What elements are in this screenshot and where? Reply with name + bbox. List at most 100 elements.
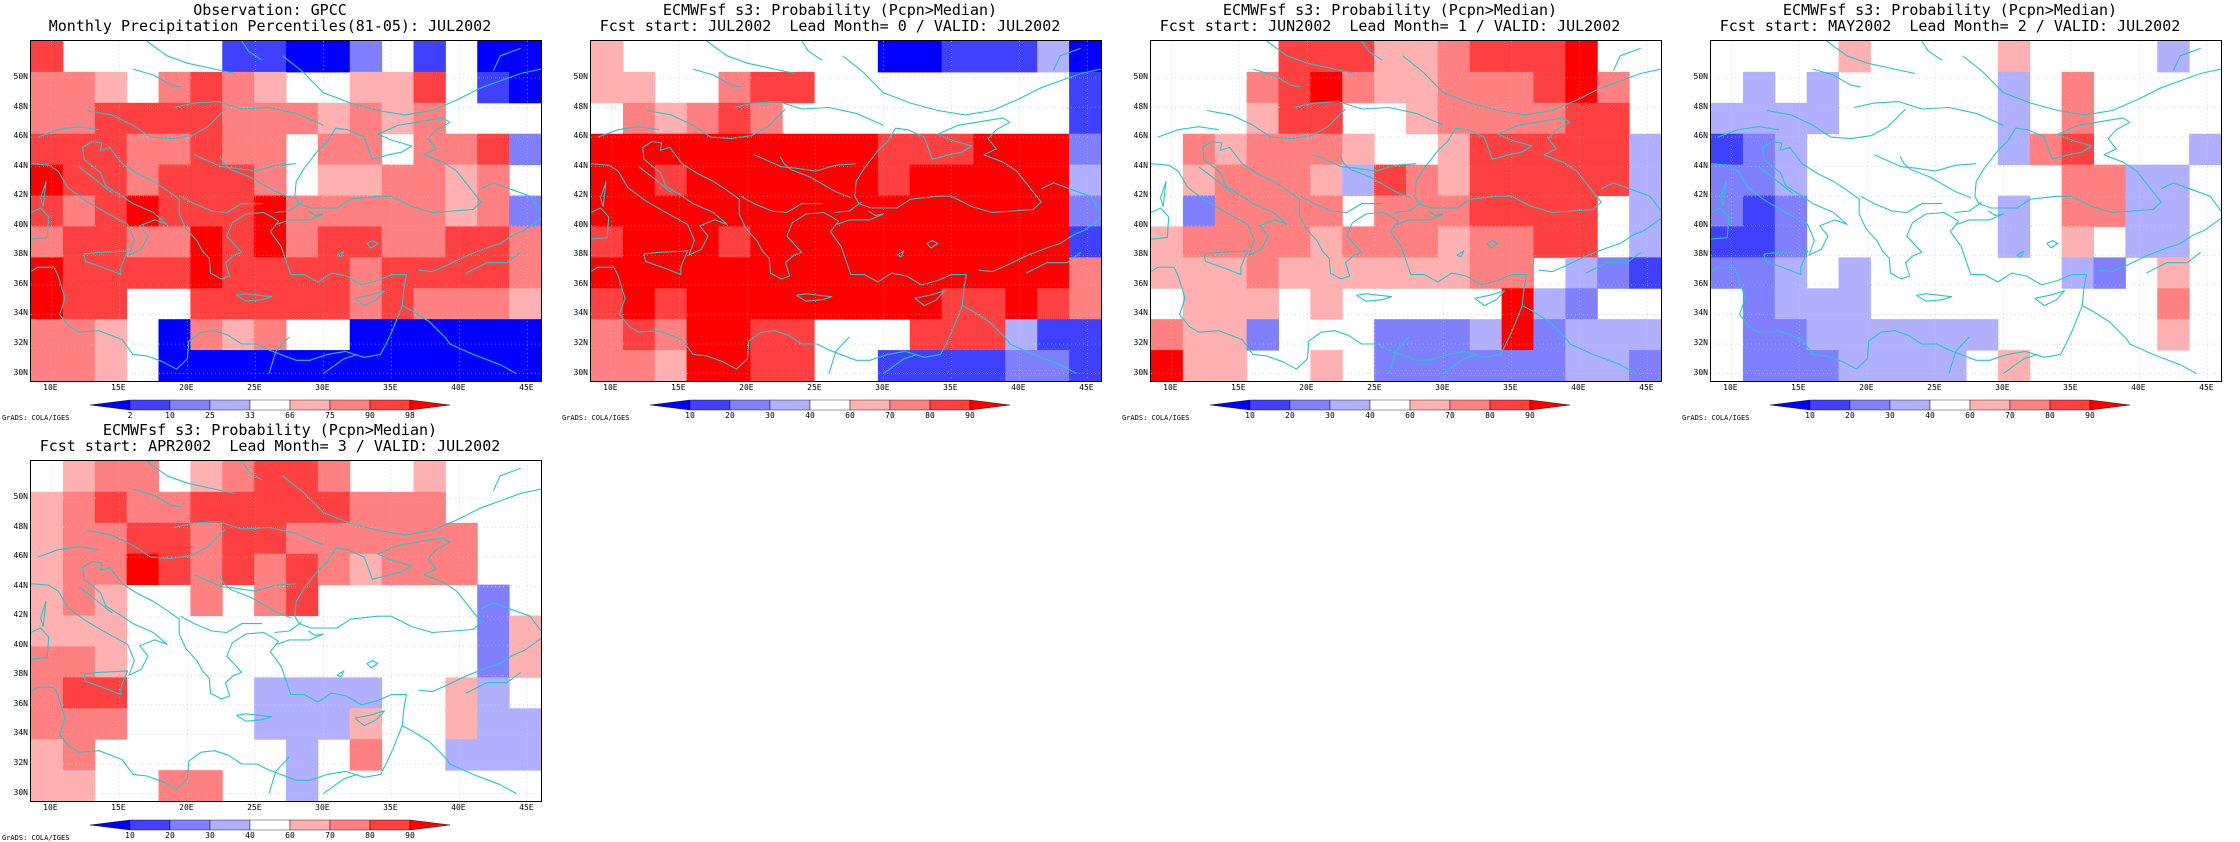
grid-cell	[158, 350, 191, 381]
grid-cell	[31, 553, 64, 586]
coastline	[78, 586, 113, 614]
grid-cell	[31, 288, 64, 320]
colorbar-swatch	[1889, 399, 1931, 411]
coastline	[241, 461, 263, 481]
coastline	[1443, 353, 1478, 375]
grid-cell	[1501, 257, 1535, 289]
grid-cell	[222, 133, 255, 166]
coastline	[978, 217, 1101, 273]
grid-cell	[1501, 350, 1535, 381]
grid-cell	[62, 102, 96, 135]
grid-cell	[1374, 71, 1407, 104]
colorbar-label: 20	[165, 831, 175, 840]
grid-cell	[1342, 226, 1375, 258]
grid-cell	[1838, 257, 1871, 289]
colorbar-swatch	[369, 819, 411, 831]
grid-cell	[286, 102, 319, 135]
grid-cell	[1406, 319, 1439, 351]
grid-cell	[622, 288, 656, 320]
grid-cell	[31, 257, 64, 289]
panel-subtitle: Fcst start: MAY2002 Lead Month= 2 / VALI…	[1719, 17, 2181, 35]
grid-cell	[62, 461, 96, 493]
coastline	[1711, 207, 1730, 240]
grid-cell	[1806, 288, 1840, 320]
grid-cell	[686, 226, 720, 258]
colorbar-label: 60	[845, 411, 855, 420]
colorbar-label: 66	[285, 411, 295, 420]
grid-cell	[846, 226, 879, 258]
y-tick-label: 46N	[13, 551, 28, 561]
grid-cell	[413, 41, 446, 73]
grid-cell	[413, 257, 446, 289]
grid-cell	[413, 553, 446, 586]
grid-cell	[1565, 133, 1598, 166]
grid-cell	[591, 71, 624, 104]
coastline	[1538, 217, 1661, 273]
colorbar-swatch	[929, 399, 971, 411]
grid-cell	[1469, 195, 1503, 227]
y-tick-label: 32N	[1133, 338, 1148, 348]
coastline	[268, 336, 290, 374]
grid-cell	[1565, 71, 1598, 104]
coastline	[837, 210, 884, 225]
grid-cell	[973, 288, 1006, 320]
colorbar-swatch	[1369, 399, 1411, 411]
grid-cell	[286, 41, 319, 73]
grid-cell	[1437, 164, 1471, 197]
panel-subtitle: Fcst start: JUL2002 Lead Month= 0 / VALI…	[599, 17, 1061, 35]
y-tick-label: 44N	[1693, 160, 1708, 170]
grid-cell	[750, 288, 783, 320]
colorbar-swatch	[249, 819, 291, 831]
grid-cell	[62, 708, 96, 740]
grid-cell	[1533, 41, 1566, 73]
coastline	[268, 756, 290, 794]
grid-cell	[1005, 257, 1038, 289]
panel-subtitle: Monthly Precipitation Percentiles(81-05)…	[48, 17, 492, 35]
colorbar-swatch	[769, 399, 811, 411]
grid-cell	[381, 522, 415, 555]
coastline	[236, 713, 273, 722]
grid-cell	[814, 288, 847, 320]
x-tick-label: 35E	[943, 383, 958, 392]
grid-cell	[941, 226, 975, 258]
coastline	[1159, 180, 1167, 207]
y-tick-label: 50N	[1133, 71, 1148, 81]
coastline	[1585, 251, 1641, 274]
grid-cell	[413, 461, 446, 493]
coastline	[294, 117, 482, 214]
x-tick-label: 30E	[315, 383, 330, 392]
colorbar-label: 25	[205, 411, 215, 420]
grid-cell	[1774, 288, 1808, 320]
y-tick-label: 42N	[1693, 190, 1708, 200]
y-tick-label: 34N	[13, 728, 28, 738]
coastline	[1040, 182, 1101, 212]
y-tick-label: 50N	[1693, 71, 1708, 81]
grid-cell	[622, 195, 656, 227]
grid-cell	[126, 461, 160, 493]
grid-cell	[1870, 319, 1903, 351]
grid-cell	[1214, 164, 1248, 197]
coastline	[1717, 126, 1780, 138]
grid-cell	[222, 553, 255, 586]
grid-cell	[254, 195, 287, 227]
colorbar-label: 30	[1325, 411, 1335, 420]
grid-cell	[1069, 257, 1101, 289]
grid-cell	[846, 164, 879, 197]
grid-cell	[1565, 226, 1598, 258]
coastline	[1356, 293, 1393, 302]
grid-cell	[222, 226, 255, 258]
grid-cell	[190, 319, 223, 351]
colorbar-label: 80	[1485, 411, 1495, 420]
grid-cell	[1246, 195, 1280, 227]
grid-cell	[1501, 41, 1535, 73]
colorbar-swatch	[969, 399, 1010, 411]
y-tick-label: 42N	[573, 190, 588, 200]
grid-cell	[62, 288, 96, 320]
colorbar-swatch	[729, 399, 771, 411]
grid-cell	[381, 102, 415, 135]
coastline	[796, 293, 833, 302]
grid-cell	[286, 553, 319, 586]
grid-cell	[1629, 226, 1661, 258]
x-tick-label: 35E	[383, 383, 398, 392]
colorbar-swatch	[209, 399, 251, 411]
